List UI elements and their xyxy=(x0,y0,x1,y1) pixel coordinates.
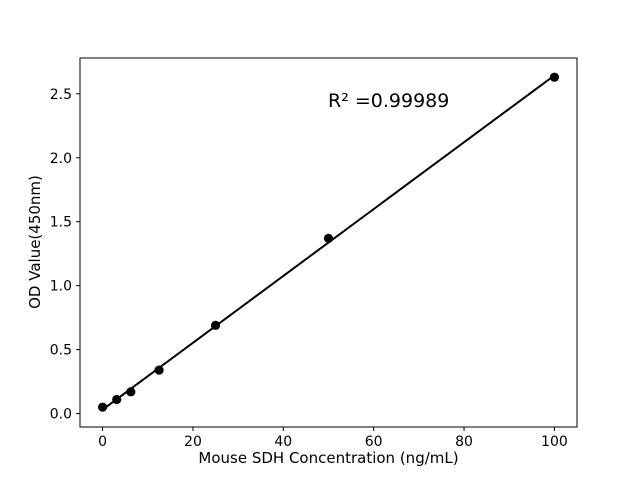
y-tick-label: 1.0 xyxy=(50,279,72,295)
data-point xyxy=(323,233,334,243)
x-tick-label: 80 xyxy=(455,434,473,450)
data-point xyxy=(97,402,108,412)
x-axis-label: Mouse SDH Concentration (ng/mL) xyxy=(198,449,459,467)
x-tick-label: 40 xyxy=(274,434,292,450)
x-tick-label: 0 xyxy=(98,434,107,450)
x-tick-label: 100 xyxy=(541,434,568,450)
y-axis-label: OD Value(450nm) xyxy=(26,175,44,309)
y-tick-label: 0.5 xyxy=(50,343,72,359)
data-point xyxy=(549,72,560,82)
x-tick-label: 60 xyxy=(365,434,383,450)
y-tick-label: 2.5 xyxy=(50,87,72,103)
data-point xyxy=(112,394,122,405)
data-point xyxy=(126,387,136,397)
data-point xyxy=(154,365,164,375)
y-tick-label: 2.0 xyxy=(50,151,72,167)
data-point xyxy=(210,320,221,330)
x-tick-label: 20 xyxy=(184,434,202,450)
plot-area xyxy=(79,57,578,428)
y-tick-label: 0.0 xyxy=(50,407,72,423)
y-tick-label: 1.5 xyxy=(50,215,72,231)
r-squared-annotation: R² =0.99989 xyxy=(328,90,450,112)
